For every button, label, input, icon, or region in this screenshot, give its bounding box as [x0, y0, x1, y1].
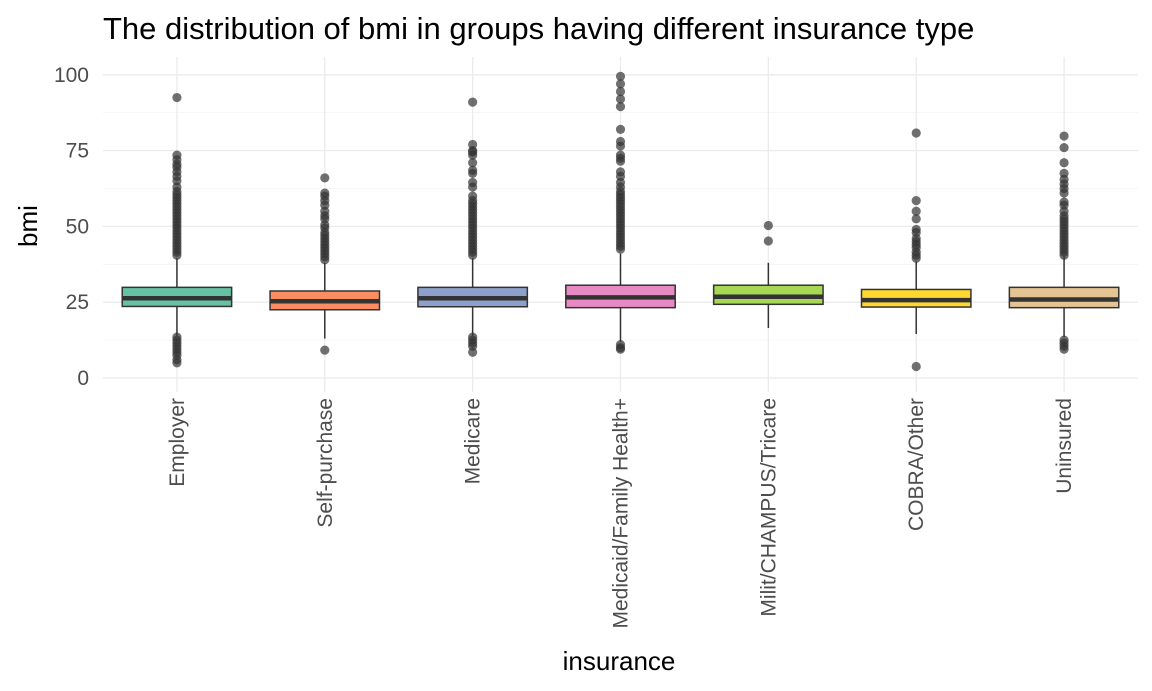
box-group-7: [1008, 131, 1120, 354]
x-tick-label: Employer: [166, 398, 189, 487]
outlier-point: [1059, 344, 1069, 354]
outlier-point: [1059, 131, 1069, 141]
outlier-point: [911, 253, 921, 263]
outlier-point: [615, 141, 626, 151]
outlier-point: [468, 182, 478, 192]
outlier-point: [468, 168, 478, 178]
x-axis-ticks: Employer Self-purchase Medicare Medicaid/Fa…: [166, 398, 1076, 629]
outlier-point: [1059, 188, 1069, 198]
y-tick-label: 100: [54, 64, 89, 87]
x-tick-label: Self-purchase: [314, 398, 337, 528]
outlier-point: [615, 124, 626, 134]
outlier-point: [320, 173, 330, 183]
y-axis-title: bmi: [13, 205, 43, 247]
outlier-point: [763, 220, 773, 231]
outlier-point: [615, 102, 626, 112]
x-tick-label: COBRA/Other: [905, 398, 928, 531]
outlier-point: [468, 347, 478, 357]
outlier-point: [615, 94, 626, 104]
outlier-point: [468, 158, 478, 168]
outlier-point: [615, 156, 626, 166]
x-axis-title: insurance: [563, 646, 676, 676]
outlier-point: [468, 97, 478, 107]
outlier-point: [172, 358, 182, 368]
box-group-6: [860, 128, 972, 372]
outlier-point: [1059, 250, 1069, 260]
outlier-point: [1059, 142, 1069, 153]
y-tick-label: 75: [66, 140, 89, 163]
outlier-point: [172, 92, 182, 103]
outlier-point: [615, 244, 626, 254]
outlier-point: [320, 255, 330, 265]
chart-title: The distribution of bmi in groups having…: [103, 11, 974, 46]
x-tick-label: Uninsured: [1053, 398, 1076, 494]
box-group-2: [269, 173, 381, 355]
outlier-point: [1059, 158, 1069, 168]
x-tick-label: Milit/CHAMPUS/Tricare: [757, 398, 780, 617]
outlier-point: [468, 250, 478, 260]
outlier-point: [763, 236, 773, 246]
box-group-3: [417, 97, 529, 357]
x-tick-label: Medicaid/Family Health+: [610, 398, 633, 629]
box-group-1: [121, 92, 233, 368]
outlier-point: [911, 206, 921, 216]
outlier-point: [615, 79, 626, 89]
y-axis-ticks: 0 25 50 75 100: [54, 64, 89, 390]
x-tick-label: Medicare: [462, 398, 485, 484]
y-tick-label: 50: [66, 215, 89, 238]
outlier-point: [911, 128, 921, 138]
outlier-point: [468, 150, 478, 160]
y-tick-label: 25: [66, 291, 89, 314]
box-group-5: [712, 220, 824, 328]
outlier-point: [911, 361, 921, 372]
outlier-point: [615, 86, 626, 97]
outlier-point: [172, 250, 182, 260]
box-group-4: [565, 71, 676, 354]
y-tick-label: 0: [77, 367, 89, 390]
outlier-point: [615, 71, 626, 81]
outlier-point: [320, 345, 330, 355]
box-series: [121, 71, 1120, 372]
outlier-point: [615, 344, 626, 354]
outlier-point: [911, 196, 921, 206]
outlier-point: [911, 214, 921, 224]
